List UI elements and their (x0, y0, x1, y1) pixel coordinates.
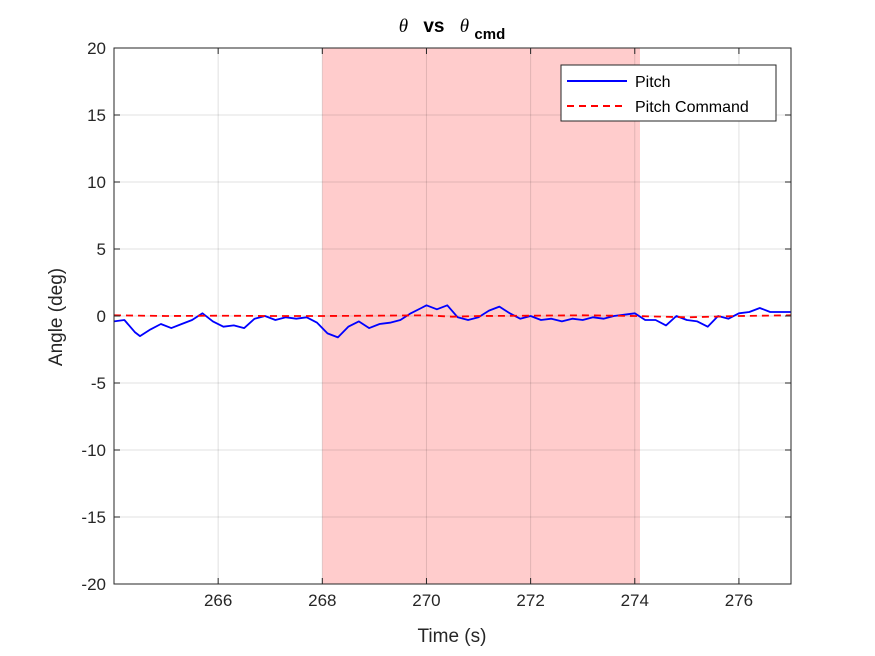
title-vs: vs (423, 16, 444, 37)
chart-title: θ vs θ cmd (399, 16, 506, 43)
x-tick-label: 274 (621, 591, 649, 610)
y-tick-label: -20 (81, 575, 106, 594)
series-line-pitch-command (113, 314, 792, 319)
y-tick-label: 10 (87, 173, 106, 192)
series-line-pitch (113, 304, 791, 339)
x-tick-label: 272 (516, 591, 544, 610)
plot-area: 266 268 270 272 274 276 -20 -15 -10 -5 0 5 10 15 20 (81, 39, 792, 610)
x-tick-label: 268 (308, 591, 336, 610)
x-tick-label: 276 (725, 591, 753, 610)
y-tick-label: -10 (81, 441, 106, 460)
x-tick-label: 266 (204, 591, 232, 610)
title-theta-cmd: θ (460, 16, 469, 37)
y-tick-label: -5 (91, 374, 106, 393)
y-tick-label: 5 (97, 240, 106, 259)
legend-label-pitch-command: Pitch Command (635, 99, 749, 116)
x-axis-label: Time (s) (418, 626, 487, 647)
y-tick-label: 20 (87, 39, 106, 58)
y-tick-label: 15 (87, 106, 106, 125)
title-subscript: cmd (474, 26, 505, 43)
legend-label-pitch: Pitch (635, 74, 671, 91)
x-tick-label: 270 (412, 591, 440, 610)
legend: Pitch Pitch Command (560, 64, 777, 122)
y-tick-label: -15 (81, 508, 106, 527)
title-theta: θ (399, 16, 408, 37)
y-tick-label: 0 (97, 307, 106, 326)
legend-box (560, 64, 777, 122)
y-axis-label: Angle (deg) (46, 268, 67, 366)
